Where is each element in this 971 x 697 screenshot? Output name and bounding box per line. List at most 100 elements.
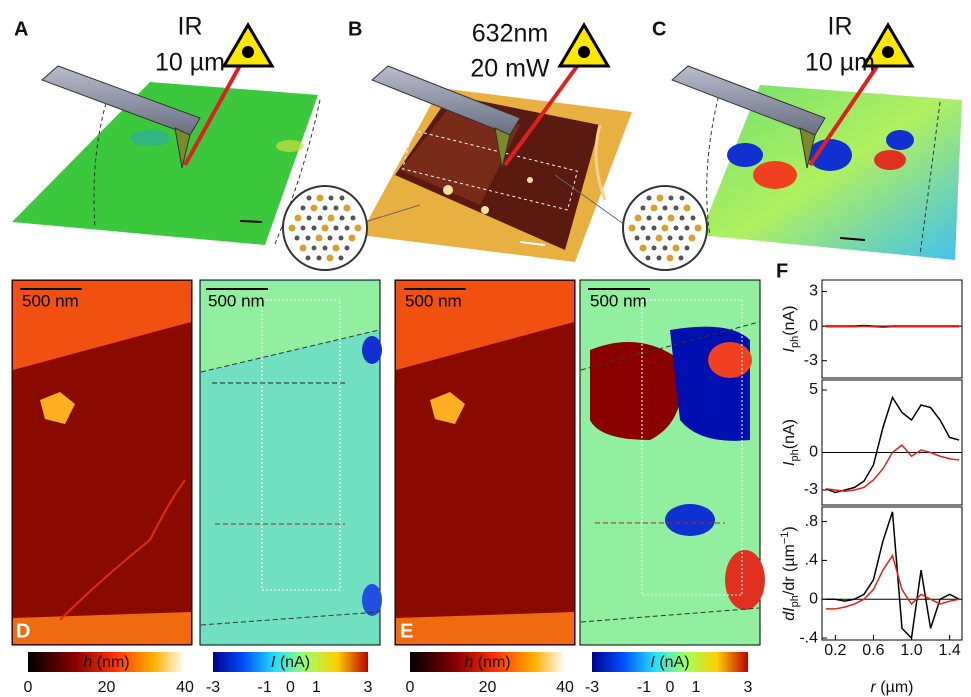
atom xyxy=(691,216,696,221)
atom xyxy=(657,256,662,261)
atom xyxy=(657,195,664,202)
atom xyxy=(345,226,350,231)
y-tick-label: -3 xyxy=(804,481,818,498)
colorbar-label: I (nA) xyxy=(650,654,689,671)
atom xyxy=(295,215,302,222)
atom xyxy=(328,215,335,222)
panel-label: C xyxy=(652,18,666,40)
atom xyxy=(349,235,356,242)
atom xyxy=(629,225,636,232)
panel-label: D xyxy=(16,620,30,642)
colorbar-tick-label: 3 xyxy=(744,679,753,696)
y-tick-label: 0 xyxy=(809,444,818,461)
colorbar-label: h (nm) xyxy=(83,654,129,671)
laser-spec: 10 µm xyxy=(805,49,875,77)
atom xyxy=(312,226,317,231)
colorbar-tick-label: 40 xyxy=(176,679,194,696)
data-line xyxy=(826,326,959,327)
colorbar-tick-label: 3 xyxy=(364,679,373,696)
colorbar-tick-label: 40 xyxy=(556,679,574,696)
atom xyxy=(344,205,351,212)
y-tick-label: .8 xyxy=(805,513,818,530)
x-tick-label: 0.2 xyxy=(824,642,846,659)
laser-spec: IR xyxy=(828,13,853,41)
figure: ABCDEFIR10 µm632nm20 mWIR10 µm500 nm500 … xyxy=(0,0,971,697)
laser-spec: 10 µm xyxy=(155,49,225,77)
label-unit: (nA) xyxy=(280,654,310,671)
atom xyxy=(685,226,690,231)
atom xyxy=(311,205,318,212)
colorbar-tick-label: -1 xyxy=(258,679,272,696)
atom xyxy=(340,196,345,201)
atom xyxy=(663,206,668,211)
atom xyxy=(306,236,311,241)
atom xyxy=(640,245,647,252)
x-tick-label: 1.4 xyxy=(938,642,960,659)
atom xyxy=(635,236,640,241)
label-symbol: h xyxy=(464,654,473,671)
scale-bar-label: 500 nm xyxy=(405,291,462,310)
label-unit: (nm) xyxy=(97,654,130,671)
colorbar-tick-label: 0 xyxy=(286,679,295,696)
y-label-part: ph xyxy=(789,595,801,607)
atom xyxy=(307,216,312,221)
y-label-part: (nA) xyxy=(781,419,798,449)
y-axis-label: Iph(nA) xyxy=(781,306,801,353)
laser-sign xyxy=(224,25,272,66)
atom xyxy=(647,196,652,201)
colorbar-tick-label: 0 xyxy=(24,679,33,696)
y-label-part: ph xyxy=(789,449,801,461)
scale-bar-label: 500 nm xyxy=(22,291,79,310)
atom xyxy=(646,236,651,241)
atom xyxy=(328,236,333,241)
atom xyxy=(301,206,306,211)
atom xyxy=(656,235,663,242)
colorbar-label: h (nm) xyxy=(464,654,510,671)
atom xyxy=(668,236,673,241)
atom xyxy=(333,245,340,252)
y-label-part: /dr (µm xyxy=(781,544,798,595)
atom xyxy=(667,255,674,262)
plot-frame xyxy=(822,280,962,378)
y-tick-label: -.4 xyxy=(799,629,818,646)
panel-c-art xyxy=(700,85,962,260)
atom xyxy=(301,226,306,231)
atom xyxy=(317,195,324,202)
atom xyxy=(695,225,702,232)
panel-label: F xyxy=(776,260,788,282)
y-tick-label: -3 xyxy=(804,352,818,369)
atom xyxy=(318,216,323,221)
colorbar-tick-label: 1 xyxy=(312,679,321,696)
y-label-part: −1 xyxy=(779,532,791,545)
atom xyxy=(339,256,344,261)
panel-label: E xyxy=(400,620,413,642)
atom xyxy=(327,255,334,262)
atom xyxy=(339,236,344,241)
y-tick-label: 3 xyxy=(809,283,818,300)
panel-label: A xyxy=(14,18,28,40)
x-tick-label: 1.0 xyxy=(900,642,922,659)
atom xyxy=(668,215,675,222)
colorbar-tick-label: 1 xyxy=(692,679,701,696)
atom xyxy=(684,205,691,212)
label-symbol: h xyxy=(83,654,92,671)
y-label-part: ) xyxy=(781,526,798,531)
scale-bar-label: 500 nm xyxy=(590,291,647,310)
atom xyxy=(351,216,356,221)
atom xyxy=(307,196,312,201)
atom xyxy=(646,256,651,261)
colorbar-tick-label: -3 xyxy=(206,679,220,696)
atom xyxy=(689,235,696,242)
atom xyxy=(669,196,674,201)
label-unit: (µm) xyxy=(880,679,913,696)
colorbar-tick-label: 20 xyxy=(479,679,497,696)
label-unit: (nA) xyxy=(659,654,689,671)
colorbar-tick-label: -1 xyxy=(637,679,651,696)
atom xyxy=(641,206,646,211)
atom xyxy=(652,226,657,231)
laser-sign xyxy=(560,25,608,66)
colorbar-label: I (nA) xyxy=(271,654,310,671)
atom xyxy=(673,245,680,252)
atom xyxy=(289,225,296,232)
y-tick-label: 0 xyxy=(809,590,818,607)
